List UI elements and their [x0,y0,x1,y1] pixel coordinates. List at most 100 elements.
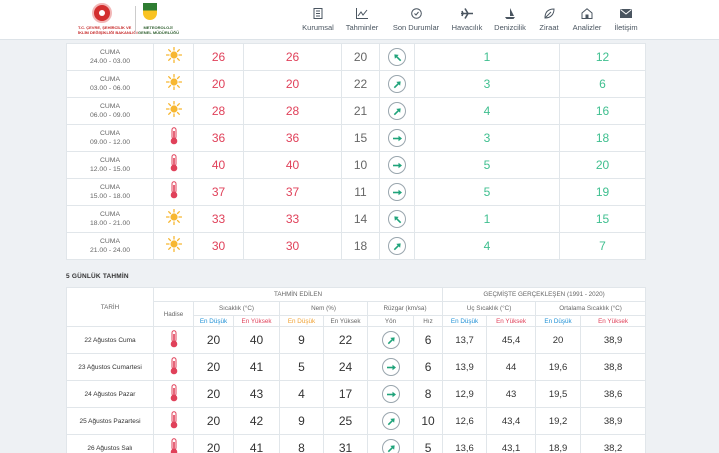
site-header: T.C. ÇEVRE, ŞEHİRCİLİK VE İKLİM DEĞİŞİKL… [0,0,719,40]
daily-extreme-min: 12,9 [442,380,488,408]
hourly-row: CUMA 12.00 - 15.00 40 40 10 5 20 [66,151,646,179]
ministry-logo[interactable]: T.C. ÇEVRE, ŞEHİRCİLİK VE İKLİM DEĞİŞİKL… [78,3,138,37]
hourly-feels-like: 40 [243,151,342,179]
hourly-feels-like: 26 [243,43,342,71]
nav-ziraat[interactable]: Ziraat [533,0,565,40]
hourly-weather-cell [153,178,194,206]
sun-icon [165,73,182,94]
hourly-feels-like: 36 [243,124,342,152]
daily-humidity-min: 9 [279,326,324,354]
daily-extreme-min: 13,9 [442,353,488,381]
hourly-gust: 20 [559,151,646,179]
hourly-wind-dir-cell [379,151,415,179]
nav-analizler-label: Analizler [572,23,602,32]
hourly-time-range: 24.00 - 03.00 [89,58,131,65]
hourly-humidity: 15 [341,124,380,152]
hourly-time-cell: CUMA 24.00 - 03.00 [66,43,154,71]
hourly-time-range: 15.00 - 18.00 [89,193,131,200]
hourly-humidity: 20 [341,43,380,71]
hourly-wind-dir-cell [379,70,415,98]
hourly-temperature: 28 [193,97,244,125]
hourly-day: CUMA [99,184,120,191]
nav-denizcilik[interactable]: Denizcilik [490,0,530,40]
thermometer-icon [169,357,179,377]
hourly-forecast-card: CUMA 24.00 - 03.00 26 26 20 1 12 CUMA 03.0… [66,43,646,260]
daily-wind-speed: 6 [412,353,444,381]
hourly-time-cell: CUMA 09.00 - 12.00 [66,124,154,152]
sun-icon [165,46,182,67]
hourly-wind-dir-cell [379,232,415,260]
thermometer-icon [169,330,179,350]
ministry-logo-text-1: T.C. ÇEVRE, ŞEHİRCİLİK VE [78,25,132,30]
nav-havacilik[interactable]: Havacılık [448,0,486,40]
wind-direction-arrow-icon [381,385,400,403]
logo-divider [135,6,136,34]
hourly-time-cell: CUMA 18.00 - 21.00 [66,205,154,233]
nav-tahminler[interactable]: Tahminler [340,0,384,40]
hourly-time-cell: CUMA 21.00 - 24.00 [66,232,154,260]
nav-iletisim[interactable]: İletişim [609,0,643,40]
nav-son-durumlar[interactable]: Son Durumlar [389,0,443,40]
header-extreme-max: En Yüksek [486,315,537,327]
hourly-wind-speed: 1 [414,205,560,233]
hourly-temperature: 26 [193,43,244,71]
hourly-row: CUMA 15.00 - 18.00 37 37 11 5 19 [66,178,646,206]
daily-humidity-max: 24 [323,353,368,381]
wind-direction-arrow-icon [381,412,400,430]
daily-average-max: 38,6 [580,380,647,408]
hourly-row: CUMA 03.00 - 06.00 20 20 22 3 6 [66,70,646,98]
hourly-feels-like: 28 [243,97,342,125]
daily-average-max: 38,9 [580,407,647,435]
nav-kurumsal[interactable]: Kurumsal [297,0,339,40]
hourly-row: CUMA 24.00 - 03.00 26 26 20 1 12 [66,43,646,71]
mgm-shield-icon [143,3,157,20]
header-past: GEÇMİŞTE GERÇEKLEŞEN (1991 - 2020) [442,287,647,302]
daily-temp-min: 20 [193,326,234,354]
nav-analizler[interactable]: Analizler [567,0,607,40]
hourly-wind-speed: 3 [414,124,560,152]
hourly-wind-speed: 5 [414,178,560,206]
hourly-wind-speed: 5 [414,151,560,179]
hourly-wind-dir-cell [379,97,415,125]
daily-humidity-min: 4 [279,380,324,408]
hourly-temperature: 36 [193,124,244,152]
hourly-day: CUMA [99,49,120,56]
wind-direction-arrow-icon [381,439,400,453]
hourly-temperature: 30 [193,232,244,260]
daily-wind-dir-cell [367,353,414,381]
hourly-weather-cell [153,124,194,152]
daily-average-min: 19,5 [535,380,582,408]
daily-date: 25 Ağustos Pazartesi [66,407,154,435]
daily-date: 23 Ağustos Cumartesi [66,353,154,381]
mgm-logo[interactable]: METEOROLOJİ GENEL MÜDÜRLÜĞÜ [138,3,179,37]
wind-direction-arrow-icon [388,155,406,174]
plane-icon [461,7,473,19]
hourly-wind-dir-cell [379,205,415,233]
hourly-row: CUMA 09.00 - 12.00 36 36 15 3 18 [66,124,646,152]
wind-direction-arrow-icon [388,47,406,66]
header-extreme-temp: Uç Sıcaklık (°C) [442,301,537,316]
header-average-min: En Düşük [535,315,582,327]
daily-average-max: 38,9 [580,326,647,354]
hourly-humidity: 22 [341,70,380,98]
clock-icon [410,7,422,19]
header-average-max: En Yüksek [580,315,647,327]
hourly-feels-like: 20 [243,70,342,98]
daily-weather-cell [153,353,194,381]
daily-weather-cell [153,407,194,435]
hourly-humidity: 18 [341,232,380,260]
hourly-wind-speed: 4 [414,232,560,260]
daily-extreme-max: 44 [486,353,537,381]
daily-temp-min: 20 [193,380,234,408]
hourly-row: CUMA 18.00 - 21.00 33 33 14 1 15 [66,205,646,233]
hourly-temperature: 40 [193,151,244,179]
hourly-wind-speed: 1 [414,43,560,71]
wind-direction-arrow-icon [388,236,406,255]
envelope-icon [620,7,632,19]
hourly-day: CUMA [99,211,120,218]
hourly-time-cell: CUMA 06.00 - 09.00 [66,97,154,125]
hourly-humidity: 10 [341,151,380,179]
hourly-weather-cell [153,43,194,71]
daily-wind-dir-cell [367,326,414,354]
thermometer-icon [169,438,179,453]
